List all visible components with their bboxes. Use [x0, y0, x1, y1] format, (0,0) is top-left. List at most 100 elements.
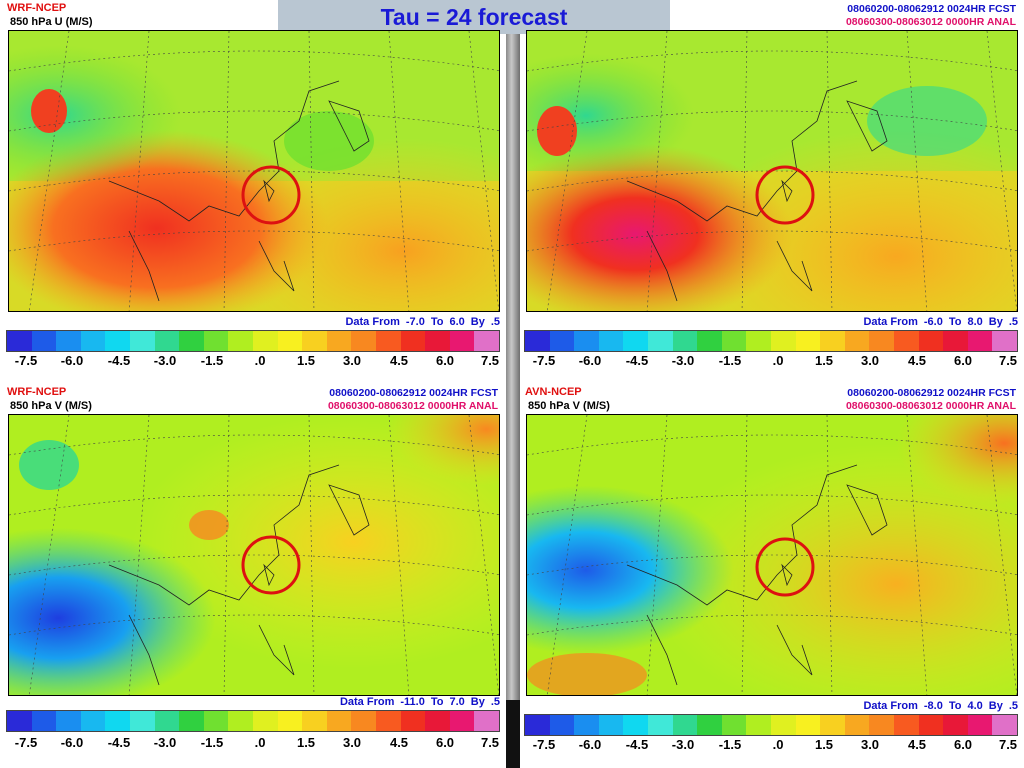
colorbar-swatch [228, 331, 253, 351]
colorbar-swatch [697, 331, 722, 351]
colorbar-swatch [154, 711, 180, 731]
colorbar-swatch [400, 711, 426, 731]
forecast-period: 08060200-08062912 0024HR FCST [847, 387, 1016, 399]
colorbar-swatch [770, 715, 796, 735]
colorbar-tick-label: .0 [772, 353, 784, 368]
colorbar-swatch [56, 711, 81, 731]
colorbar-tick-label: -3.0 [671, 353, 695, 368]
data-max: 7.0 [449, 696, 465, 708]
colorbar-tick-label: 4.5 [907, 737, 927, 752]
colorbar-swatch [31, 711, 57, 731]
to-label: To [430, 316, 444, 328]
colorbar-tick-label: -6.0 [578, 353, 602, 368]
colorbar-tick-label: -1.5 [200, 353, 224, 368]
colorbar-swatch [425, 711, 450, 731]
colorbar-swatch [129, 331, 155, 351]
colorbar-tick-label: -7.5 [532, 737, 556, 752]
colorbar-swatch [844, 715, 870, 735]
colorbar-swatch [992, 331, 1017, 351]
colorbar-swatch [967, 715, 993, 735]
colorbar-swatch [844, 331, 870, 351]
colorbar-tick-label: -7.5 [14, 353, 38, 368]
colorbar-swatch [746, 331, 771, 351]
colorbar-swatch [179, 331, 204, 351]
colorbar-swatch [31, 331, 57, 351]
colorbar-ticks: -7.5 -6.0 -4.5 -3.0 -1.5 .0 1.5 3.0 4.5 6.0 7.5 [4, 735, 500, 751]
colorbar-tick-label: -4.5 [107, 735, 131, 750]
colorbar-swatch [375, 331, 401, 351]
colorbar-swatch [351, 711, 376, 731]
colorbar-tick-label: 1.5 [296, 353, 316, 368]
colorbar-swatch [326, 711, 352, 731]
colorbar-swatch [277, 331, 303, 351]
analysis-period: 08060300-08063012 0000HR ANAL [845, 400, 1016, 412]
colorbar-swatch [400, 331, 426, 351]
colorbar-tick-label: 6.0 [435, 735, 455, 750]
colorbar-swatch [302, 331, 327, 351]
highlight-circle [241, 165, 301, 225]
colorbar-tick-label: -3.0 [153, 735, 177, 750]
colorbar-swatch [574, 715, 599, 735]
data-range-info: Data From -6.0 To 8.0 By .5 [857, 316, 1018, 328]
data-step: .5 [490, 316, 500, 328]
map-plot [526, 414, 1018, 696]
colorbar-swatch [154, 331, 180, 351]
data-max: 6.0 [449, 316, 465, 328]
colorbar-swatch [351, 331, 376, 351]
data-from-label: Data From [345, 316, 400, 328]
colorbar-tick-label: -3.0 [671, 737, 695, 752]
colorbar-swatch [943, 331, 968, 351]
data-step: .5 [490, 696, 500, 708]
map-plot [526, 30, 1018, 312]
colorbar [6, 710, 500, 732]
analysis-period: 08060300-08063012 0000HR ANAL [327, 400, 498, 412]
colorbar-swatch [80, 711, 106, 731]
colorbar-swatch [203, 711, 229, 731]
colorbar-swatch [795, 715, 821, 735]
panel-avn-v: AVN-NCEP 850 hPa V (M/S) 08060200-080629… [522, 384, 1018, 768]
colorbar [524, 714, 1018, 736]
colorbar-swatch [105, 331, 130, 351]
data-from-label: Data From [863, 316, 918, 328]
data-from-label: Data From [863, 700, 918, 712]
colorbar-tick-label: 6.0 [435, 353, 455, 368]
colorbar-tick-label: 3.0 [860, 737, 880, 752]
colorbar-swatch [7, 711, 32, 731]
colorbar-tick-label: -6.0 [60, 353, 84, 368]
colorbar-swatch [425, 331, 450, 351]
colorbar-swatch [474, 331, 499, 351]
colorbar-swatch [129, 711, 155, 731]
colorbar-swatch [7, 331, 32, 351]
colorbar-tick-label: 7.5 [480, 735, 500, 750]
forecast-period: 08060200-08062912 0024HR FCST [847, 3, 1016, 15]
colorbar-swatch [795, 331, 821, 351]
colorbar-tick-label: 3.0 [860, 353, 880, 368]
colorbar-swatch [918, 331, 944, 351]
colorbar-swatch [598, 331, 624, 351]
variable-label: 850 hPa V (M/S) [528, 400, 610, 412]
colorbar-swatch [375, 711, 401, 731]
colorbar-tick-label: 7.5 [480, 353, 500, 368]
highlight-circle [241, 535, 301, 595]
colorbar-tick-label: -1.5 [718, 737, 742, 752]
colorbar-tick-label: -1.5 [200, 735, 224, 750]
page-title: Tau = 24 forecast [380, 3, 568, 30]
map-plot [8, 30, 500, 312]
colorbar-tick-label: -4.5 [625, 737, 649, 752]
colorbar-ticks: -7.5 -6.0 -4.5 -3.0 -1.5 .0 1.5 3.0 4.5 6.0 7.5 [522, 353, 1018, 369]
colorbar-swatch [992, 715, 1017, 735]
colorbar-swatch [647, 331, 673, 351]
colorbar-tick-label: 4.5 [389, 353, 409, 368]
by-label: By [470, 696, 485, 708]
data-min: -7.0 [405, 316, 425, 328]
colorbar-swatch [820, 331, 845, 351]
colorbar-swatch [525, 331, 550, 351]
colorbar-swatch [869, 715, 894, 735]
colorbar-swatch [228, 711, 253, 731]
colorbar-tick-label: -3.0 [153, 353, 177, 368]
colorbar-swatch [449, 331, 475, 351]
data-range-info: Data From -8.0 To 4.0 By .5 [857, 700, 1018, 712]
model-label: AVN-NCEP [525, 386, 582, 398]
variable-label: 850 hPa V (M/S) [10, 400, 92, 412]
highlight-circle [755, 537, 815, 597]
